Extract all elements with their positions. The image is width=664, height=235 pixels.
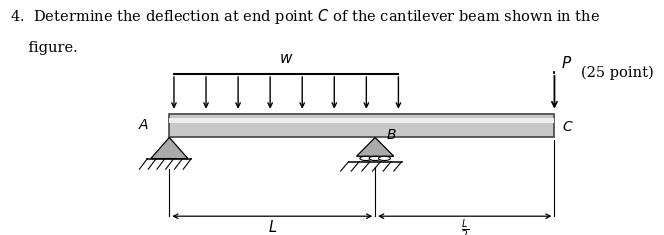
Polygon shape xyxy=(169,118,554,123)
Polygon shape xyxy=(169,114,554,137)
Polygon shape xyxy=(151,137,188,159)
Text: $\frac{L}{2}$: $\frac{L}{2}$ xyxy=(461,217,469,235)
Polygon shape xyxy=(357,137,394,156)
Text: $P$: $P$ xyxy=(561,55,572,70)
Circle shape xyxy=(378,156,390,161)
Circle shape xyxy=(369,156,381,161)
Text: $A$: $A$ xyxy=(138,118,149,132)
Text: $w$: $w$ xyxy=(279,52,293,66)
Text: $B$: $B$ xyxy=(386,128,396,142)
Text: (25 point): (25 point) xyxy=(581,66,654,80)
Text: 4.  Determine the deflection at end point $C$ of the cantilever beam shown in th: 4. Determine the deflection at end point… xyxy=(10,7,600,26)
Text: $C$: $C$ xyxy=(562,120,574,134)
Text: figure.: figure. xyxy=(10,41,78,55)
Circle shape xyxy=(360,156,372,161)
Text: $L$: $L$ xyxy=(268,219,277,235)
